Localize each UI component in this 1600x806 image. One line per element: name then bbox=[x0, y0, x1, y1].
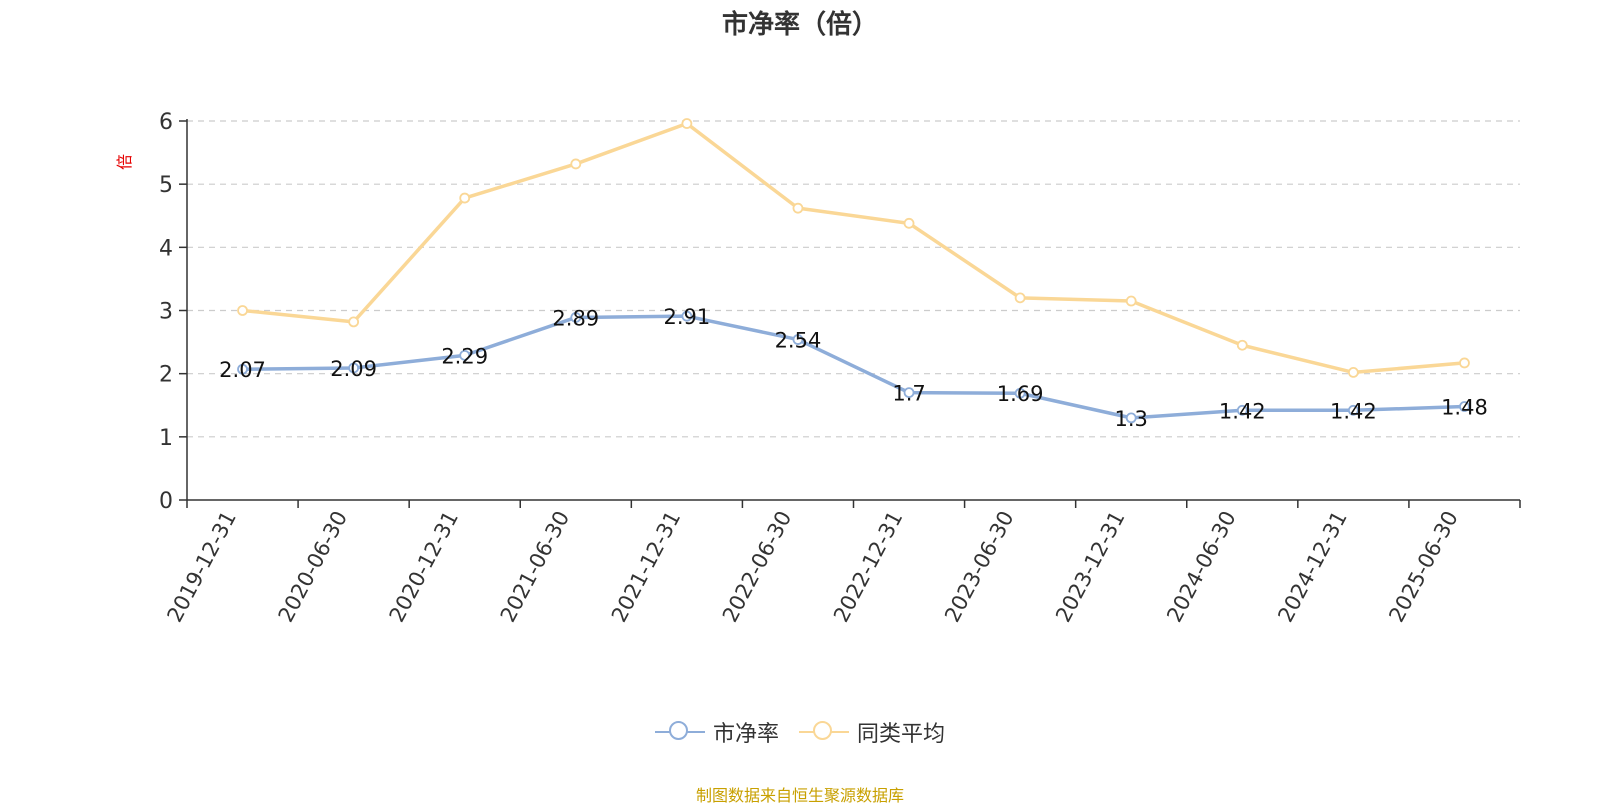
x-tick-label: 2021-12-31 bbox=[607, 507, 685, 626]
data-point-0 bbox=[459, 349, 471, 361]
data-point-0 bbox=[792, 334, 804, 345]
data-point-1 bbox=[570, 158, 582, 170]
data-point-1 bbox=[1347, 367, 1359, 378]
data-point-1 bbox=[1014, 292, 1026, 304]
data-label: 1.42 bbox=[1219, 399, 1266, 423]
data-point-0 bbox=[903, 387, 915, 399]
data-label: 2.07 bbox=[219, 358, 266, 382]
y-tick-label: 1 bbox=[159, 426, 173, 451]
y-tick-label: 4 bbox=[159, 236, 173, 261]
data-point-0 bbox=[1347, 404, 1359, 416]
data-point-0 bbox=[237, 363, 248, 375]
data-label: 1.7 bbox=[892, 382, 925, 406]
series-line-1 bbox=[242, 121, 1465, 375]
x-tick-label: 2022-12-31 bbox=[829, 507, 907, 626]
data-point-0 bbox=[681, 310, 693, 322]
data-point-1 bbox=[237, 305, 248, 316]
x-tick-label: 2024-12-31 bbox=[1273, 507, 1351, 626]
x-tick-label: 2020-12-31 bbox=[385, 507, 463, 626]
legend: 市净率 同类平均 bbox=[0, 716, 1600, 748]
x-tick-label: 2025-06-30 bbox=[1384, 507, 1462, 626]
legend-label-peer-avg: 同类平均 bbox=[857, 722, 946, 747]
series-line-0 bbox=[242, 314, 1465, 420]
legend-item-pb[interactable]: 市净率 bbox=[654, 716, 779, 748]
x-tick-label: 2022-06-30 bbox=[718, 507, 796, 626]
data-label: 2.89 bbox=[552, 306, 599, 330]
data-point-0 bbox=[1014, 387, 1026, 399]
data-point-1 bbox=[1125, 295, 1137, 307]
data-point-1 bbox=[1459, 357, 1470, 369]
y-tick-label: 5 bbox=[159, 173, 173, 198]
data-label: 2.09 bbox=[330, 357, 377, 381]
x-tick-label: 2020-06-30 bbox=[274, 507, 352, 626]
data-point-1 bbox=[348, 316, 360, 328]
data-point-1 bbox=[903, 217, 915, 229]
data-point-1 bbox=[1236, 339, 1248, 351]
data-point-0 bbox=[1125, 412, 1137, 424]
data-point-1 bbox=[792, 202, 804, 214]
y-tick-label: 6 bbox=[159, 110, 173, 135]
data-point-0 bbox=[1459, 401, 1470, 412]
data-label: 2.91 bbox=[663, 305, 710, 329]
data-label: 1.42 bbox=[1330, 399, 1377, 423]
data-point-0 bbox=[348, 362, 360, 374]
y-tick-label: 3 bbox=[159, 300, 173, 325]
data-label: 2.29 bbox=[441, 344, 488, 368]
source-note: 制图数据来自恒生聚源数据库 bbox=[695, 786, 904, 805]
y-axis-label: 倍 bbox=[115, 154, 134, 170]
legend-swatch-peer-avg-icon bbox=[799, 719, 849, 745]
legend-item-peer-avg[interactable]: 同类平均 bbox=[799, 716, 945, 748]
y-tick-label: 2 bbox=[159, 363, 173, 388]
legend-label-pb: 市净率 bbox=[712, 722, 779, 747]
legend-swatch-pb-icon bbox=[654, 719, 705, 745]
data-point-1 bbox=[459, 192, 471, 204]
data-label: 1.3 bbox=[1115, 407, 1148, 431]
data-label: 1.48 bbox=[1441, 396, 1488, 420]
x-tick-label: 2023-06-30 bbox=[940, 507, 1018, 626]
y-tick-label: 0 bbox=[159, 489, 173, 514]
data-point-0 bbox=[570, 312, 582, 323]
data-point-0 bbox=[1236, 404, 1248, 416]
chart-title: 市净率（倍） bbox=[721, 10, 878, 40]
data-point-1 bbox=[681, 118, 693, 129]
x-tick-label: 2019-12-31 bbox=[162, 507, 240, 626]
data-label: 1.69 bbox=[997, 382, 1044, 406]
data-label: 2.54 bbox=[775, 329, 822, 353]
x-tick-label: 2024-06-30 bbox=[1162, 507, 1240, 626]
x-tick-label: 2021-06-30 bbox=[496, 507, 574, 626]
x-tick-label: 2023-12-31 bbox=[1051, 507, 1129, 626]
